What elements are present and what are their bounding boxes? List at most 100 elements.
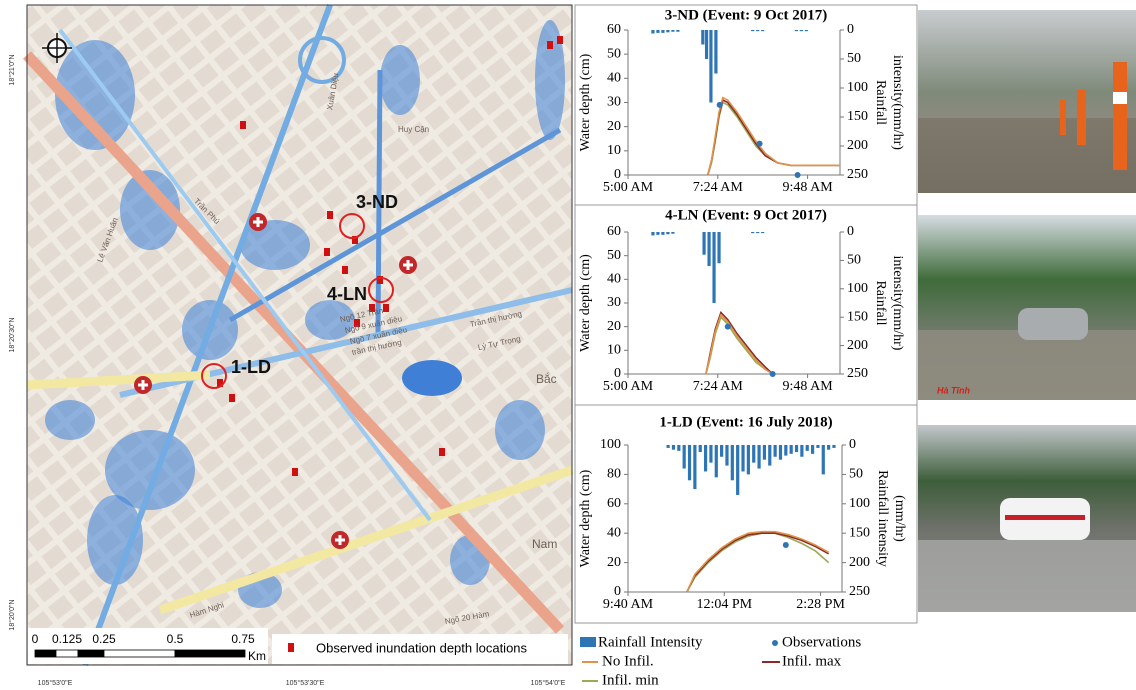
rain-bar	[709, 30, 712, 103]
y-tick-label: 60	[607, 224, 621, 239]
inundation-marker	[547, 41, 553, 49]
y2-tick-label: 0	[849, 437, 856, 452]
y-tick-label: 20	[607, 319, 621, 334]
y-tick-label: 20	[607, 119, 621, 134]
rain-bar	[756, 30, 759, 31]
rain-bar	[712, 232, 715, 303]
rain-bar	[795, 445, 798, 452]
chart-title: 3-ND (Event: 9 Oct 2017)	[665, 7, 827, 23]
rain-bar	[747, 445, 750, 474]
rain-bar	[717, 232, 720, 263]
x-tick-label: 9:48 AM	[782, 180, 833, 195]
rain-bar	[705, 30, 708, 59]
y-tick-label: 80	[607, 467, 621, 482]
y2-tick-label: 150	[847, 309, 868, 324]
street-label: Bắc	[536, 371, 557, 386]
y-axis-label: Water depth (cm)	[578, 254, 593, 352]
rain-bar	[693, 445, 696, 489]
y2-axis-label: Rainfall	[873, 80, 888, 125]
x-tick-label: 9:48 AM	[782, 379, 833, 394]
x-tick-label: 7:24 AM	[693, 180, 744, 195]
map: 3-ND 4-LN 1-LD Xuân Diệu Huy Cận Lê Văn …	[8, 5, 572, 687]
lon-label: 105°53'30"E	[286, 679, 325, 687]
rain-bar	[666, 30, 669, 32]
y2-tick-label: 0	[847, 224, 854, 239]
rain-bar	[676, 30, 679, 32]
rain-bar	[731, 445, 734, 480]
rain-bar	[699, 445, 702, 452]
photo-water	[918, 540, 1136, 612]
rain-bar	[709, 445, 712, 463]
rain-bar	[752, 445, 755, 463]
scale-segment	[56, 650, 78, 657]
rain-bar	[806, 445, 809, 451]
photos: Hà Tĩnh	[918, 10, 1136, 612]
chart-title: 4-LN (Event: 9 Oct 2017)	[665, 207, 827, 223]
rain-bar	[761, 30, 764, 31]
post	[1077, 90, 1086, 145]
scale-label: 0.5	[167, 632, 184, 646]
photo-logo: Hà Tĩnh	[937, 385, 971, 395]
rain-bar	[672, 445, 675, 450]
post	[1113, 92, 1127, 104]
x-tick-label: 7:24 AM	[693, 379, 744, 394]
legend-dot-icon	[772, 640, 778, 646]
rain-bar	[666, 232, 669, 234]
rain-bar	[768, 445, 771, 466]
flood-patch	[380, 45, 420, 115]
inundation-marker	[439, 448, 445, 456]
rain-bar	[656, 232, 659, 235]
scale-unit: Km	[248, 649, 266, 663]
y2-tick-label: 200	[847, 338, 868, 353]
y2-tick-label: 50	[849, 467, 863, 482]
y-tick-label: 10	[607, 143, 621, 158]
legend-label: Infil. max	[782, 653, 842, 669]
rain-bar	[784, 445, 787, 456]
legend: Rainfall Intensity Observations No Infil…	[580, 634, 861, 688]
scale-label: 0.75	[231, 632, 255, 646]
y2-tick-label: 200	[847, 138, 868, 153]
rain-bar	[774, 445, 777, 457]
scale-bar	[35, 650, 245, 657]
site-label: 1-LD	[231, 357, 271, 377]
sim-line	[708, 103, 840, 176]
chart-title: 1-LD (Event: 16 July 2018)	[659, 414, 832, 430]
rain-bar	[751, 232, 754, 233]
rain-bar	[779, 445, 782, 460]
rain-bar	[704, 445, 707, 471]
rain-bar	[707, 232, 710, 266]
y-tick-label: 60	[607, 496, 621, 511]
inundation-marker	[327, 211, 333, 219]
y2-tick-label: 150	[847, 109, 868, 124]
y2-axis-label: Rainfall intensity	[875, 470, 890, 567]
rain-bar	[757, 445, 760, 469]
site-label: 3-ND	[356, 192, 398, 212]
y-tick-label: 40	[607, 272, 621, 287]
y2-tick-label: 250	[847, 366, 868, 381]
scale-segment	[175, 650, 245, 657]
inundation-marker	[324, 248, 330, 256]
legend-marker	[288, 643, 294, 652]
inundation-marker	[342, 266, 348, 274]
y2-tick-label: 250	[847, 167, 868, 182]
rain-bar	[790, 445, 793, 454]
rain-bar	[736, 445, 739, 495]
rain-bar	[805, 30, 808, 31]
legend-label: Observations	[782, 634, 861, 650]
post	[1060, 100, 1066, 135]
rain-bar	[763, 445, 766, 460]
y-tick-label: 30	[607, 295, 621, 310]
rain-bar	[683, 445, 686, 469]
lat-label: 18°20'0"N	[8, 599, 16, 630]
rain-bar	[720, 445, 723, 457]
observation	[717, 102, 723, 108]
y2-axis-label: intensity(mm/hr)	[890, 55, 905, 150]
y-tick-label: 10	[607, 343, 621, 358]
y-axis-label: Water depth (cm)	[578, 53, 593, 151]
car	[1018, 308, 1088, 340]
photo-water	[918, 118, 1136, 193]
y-tick-label: 50	[607, 46, 621, 61]
rain-bar	[816, 445, 819, 448]
inundation-marker	[240, 121, 246, 129]
street-label: Nam	[532, 537, 557, 551]
